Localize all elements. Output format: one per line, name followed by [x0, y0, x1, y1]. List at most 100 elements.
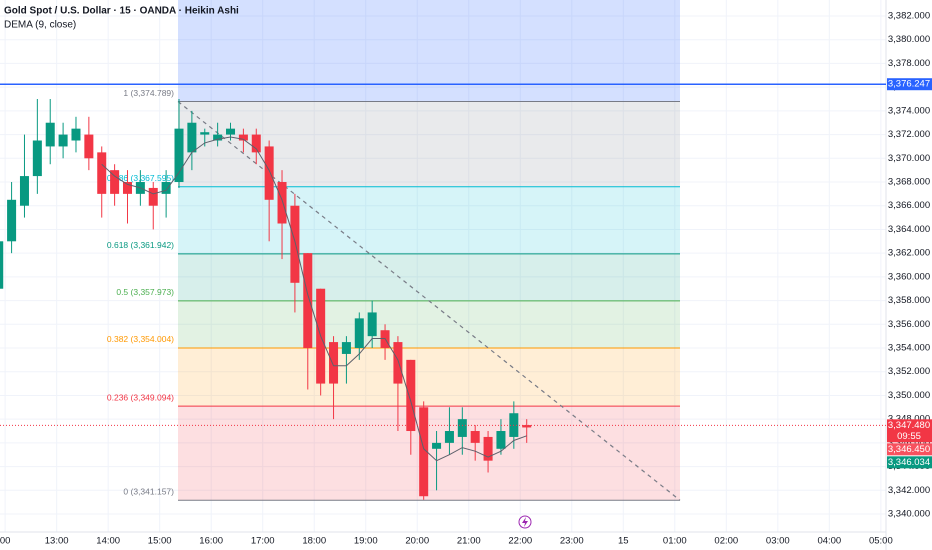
price-tag-label: 3,346.450 [888, 444, 930, 455]
x-tick-label: 23:00 [560, 536, 584, 547]
lightning-icon [518, 515, 532, 529]
x-tick-label: 20:00 [405, 536, 429, 547]
y-tick-label: 3,352.000 [888, 366, 930, 377]
y-tick-label: 3,378.000 [888, 58, 930, 69]
candle-body [161, 182, 171, 194]
y-tick-label: 3,342.000 [888, 485, 930, 496]
candle-body [354, 318, 364, 349]
y-tick-label: 3,382.000 [888, 11, 930, 22]
y-tick-label: 3,364.000 [888, 224, 930, 235]
candle-body [303, 253, 313, 349]
y-tick-label: 3,368.000 [888, 177, 930, 188]
candle-body [110, 170, 120, 194]
x-tick-label: 18:00 [302, 536, 326, 547]
price-tag [887, 419, 932, 443]
candle-body [7, 199, 17, 242]
x-tick-label: 04:00 [817, 536, 841, 547]
candle-body [406, 359, 416, 432]
upper-zone [178, 0, 680, 102]
candle-body [238, 134, 248, 141]
x-tick-label: 05:00 [869, 536, 893, 547]
y-tick-label: 3,360.000 [888, 271, 930, 282]
candle-body [432, 442, 442, 449]
fib-label: 0.382 (3,354.004) [107, 334, 174, 344]
candle-body [32, 140, 42, 177]
price-tag-label: 3,346.034 [888, 457, 930, 468]
fib-trend-line [177, 101, 681, 501]
candle-body [444, 431, 454, 443]
fib-zone [178, 101, 680, 187]
y-tick-label: 3,354.000 [888, 343, 930, 354]
candle-body [341, 342, 351, 354]
fib-label: 0 (3,341.157) [123, 487, 174, 497]
plot-background [0, 0, 886, 532]
candle-body [393, 342, 403, 384]
x-tick-label: 22:00 [508, 536, 532, 547]
y-tick-label: 3,380.000 [888, 34, 930, 45]
price-tag [887, 78, 932, 91]
indicator-name: DEMA (9, close) [4, 20, 76, 31]
fib-label: 0.618 (3,361.942) [107, 240, 174, 250]
candle-body [187, 122, 197, 153]
countdown: 09:55 [897, 431, 921, 442]
candle-body [522, 425, 532, 428]
price-tag [887, 443, 932, 456]
candle-body [264, 146, 274, 200]
fib-zone [178, 253, 680, 301]
x-tick-label: 13:00 [45, 536, 69, 547]
price-tag-label: 3,376.247 [888, 79, 930, 90]
price-tag-label: 3,347.480 [888, 420, 930, 431]
fib-zone [178, 186, 680, 254]
candle-body [213, 134, 223, 141]
price-tag [887, 456, 932, 469]
x-tick-label: 15 [618, 536, 629, 547]
candle-body [419, 407, 429, 497]
y-tick-label: 3,358.000 [888, 295, 930, 306]
candle-body [45, 122, 55, 147]
candle-body [174, 128, 184, 183]
y-tick-label: 3,370.000 [888, 153, 930, 164]
y-tick-label: 3,346.000 [888, 437, 930, 448]
y-tick-label: 3,362.000 [888, 248, 930, 259]
candle-body [226, 128, 236, 135]
fib-label: 0.236 (3,349.094) [107, 392, 174, 402]
candle-body [71, 128, 81, 141]
y-tick-label: 3,374.000 [888, 105, 930, 116]
x-tick-label: 19:00 [354, 536, 378, 547]
candle-body [483, 436, 493, 461]
y-tick-label: 3,340.000 [888, 509, 930, 520]
x-tick-label: 21:00 [457, 536, 481, 547]
candle-body [97, 152, 107, 194]
candle-body [251, 134, 261, 153]
y-tick-label: 3,350.000 [888, 390, 930, 401]
candle-body [122, 182, 132, 194]
candle-body [277, 182, 287, 224]
y-tick-label: 3,372.000 [888, 129, 930, 140]
x-tick-label: 14:00 [96, 536, 120, 547]
candle-body [290, 205, 300, 283]
x-tick-label: 17:00 [251, 536, 275, 547]
candle-body [0, 241, 4, 289]
candle-body [457, 419, 467, 437]
fib-label: 1 (3,374.789) [123, 88, 174, 98]
chart-title: Gold Spot / U.S. Dollar · 15 · OANDA · H… [4, 6, 239, 17]
fib-zone [178, 347, 680, 407]
y-tick-label: 3,348.000 [888, 414, 930, 425]
candle-body [470, 431, 480, 443]
x-tick-label: 02:00 [714, 536, 738, 547]
x-tick-label: 01:00 [663, 536, 687, 547]
candle-body [58, 134, 68, 147]
x-tick-label: 15:00 [148, 536, 172, 547]
candle-body [19, 176, 29, 206]
candle-body [367, 312, 377, 337]
candle-body [496, 431, 506, 449]
x-tick-label: 03:00 [766, 536, 790, 547]
y-tick-label: 3,356.000 [888, 319, 930, 330]
fib-zone [178, 300, 680, 348]
x-tick-label: 00 [0, 536, 10, 547]
candle-body [148, 187, 158, 206]
candle-body [84, 134, 94, 159]
fib-label: 0.5 (3,357.973) [116, 287, 174, 297]
candle-body [329, 342, 339, 384]
